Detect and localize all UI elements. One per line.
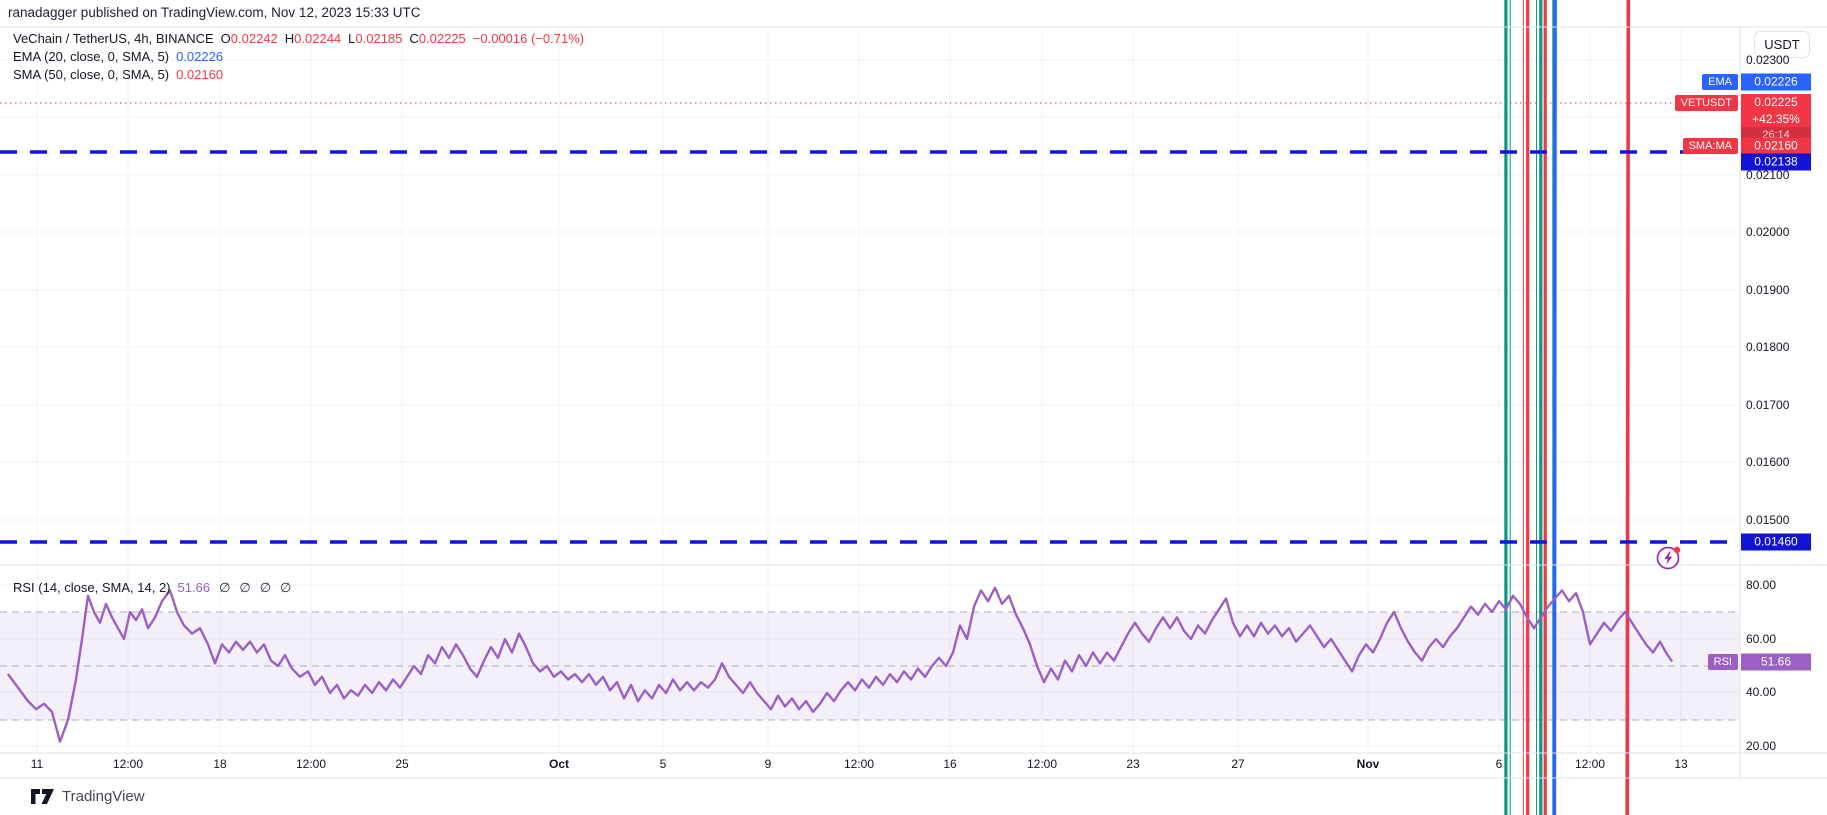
time-axis-tick: 23: [1126, 757, 1140, 771]
rsi-legend-row[interactable]: RSI (14, close, SMA, 14, 2) 51.66 ∅ ∅ ∅ ∅: [13, 580, 291, 596]
ohlc-value: 0.02185: [355, 31, 403, 46]
price-axis-tick: 0.02300: [1746, 53, 1790, 67]
rsi-empty-slot: ∅: [219, 580, 231, 595]
price-axis-tick: 0.01600: [1746, 455, 1790, 469]
rsi-empty-slot: ∅: [280, 580, 292, 595]
time-axis-tick: 6: [1495, 757, 1503, 771]
symbol-legend-row[interactable]: VeChain / TetherUS, 4h, BINANCE O0.02242 H…: [13, 31, 584, 46]
sma-name: SMA (50, close, 0, SMA, 5): [13, 67, 170, 82]
symbol-title: VeChain / TetherUS, 4h, BINANCE: [13, 31, 214, 46]
candle-bodies-down: [1526, 0, 1547, 815]
price-axis-tick: 0.01500: [1746, 513, 1790, 527]
time-axis-tick: 16: [943, 757, 957, 771]
rsi-value: 51.66: [177, 580, 211, 595]
time-axis-tick: 12:00: [1574, 757, 1606, 771]
price-axis-tick: 0.02000: [1746, 225, 1790, 239]
sma-axis-value[interactable]: 0.02160: [1741, 137, 1811, 155]
time-axis-tick: 12:00: [112, 757, 144, 771]
time-axis-tick: 18: [213, 757, 227, 771]
last-price-value: 0.02225: [1741, 94, 1811, 111]
rsi-axis-value[interactable]: 51.66: [1741, 653, 1811, 671]
idea-lightning-icon[interactable]: [1655, 544, 1683, 572]
sma-axis-tag[interactable]: SMA:MA: [1682, 138, 1738, 154]
lower-level-axis-value[interactable]: 0.01460: [1741, 533, 1811, 551]
price-axis-tick: 0.01800: [1746, 340, 1790, 354]
tradingview-logo-text: TradingView: [62, 788, 145, 805]
currency-toggle-button[interactable]: USDT: [1754, 31, 1810, 58]
last-price-axis-block[interactable]: 0.02225 +42.35% 26:14: [1741, 94, 1811, 143]
time-axis-tick: 5: [659, 757, 667, 771]
time-axis-tick: Nov: [1356, 757, 1380, 771]
price-axis-tick: 0.02100: [1746, 168, 1790, 182]
price-axis-tick: 0.01700: [1746, 398, 1790, 412]
ohlc-value: 0.02225: [418, 31, 466, 46]
ema-axis-tag[interactable]: EMA: [1702, 74, 1738, 90]
time-axis-tick: 11: [30, 757, 44, 771]
session-change-pct: +42.35%: [1741, 111, 1811, 127]
time-axis-tick: Oct: [548, 757, 570, 771]
ema-name: EMA (20, close, 0, SMA, 5): [13, 49, 170, 64]
sma-legend-row[interactable]: SMA (50, close, 0, SMA, 5) 0.02160: [13, 67, 223, 82]
symbol-axis-tag[interactable]: VETUSDT: [1674, 95, 1738, 111]
ohlc-key: O: [220, 31, 231, 46]
ema-axis-value[interactable]: 0.02226: [1741, 73, 1811, 91]
time-axis-tick: 27: [1231, 757, 1245, 771]
rsi-line: [7, 586, 1673, 743]
rsi-empty-slot: ∅: [259, 580, 272, 595]
upper-level-axis-value[interactable]: 0.02138: [1741, 153, 1811, 171]
price-change: −0.00016 (−0.71%): [472, 31, 585, 46]
ohlc-values: O0.02242 H0.02244 L0.02185 C0.02225: [214, 31, 466, 46]
time-axis-tick: 12:00: [295, 757, 327, 771]
tradingview-logo[interactable]: TradingView: [30, 787, 145, 806]
sma-value: 0.02160: [176, 67, 224, 82]
attribution-text: ranadagger published on TradingView.com,…: [8, 5, 421, 20]
rsi-empty-slots: ∅ ∅ ∅ ∅: [210, 580, 291, 595]
rsi-empty-slot: ∅: [239, 580, 251, 595]
price-axis-tick: 0.01900: [1746, 283, 1790, 297]
tradingview-mark-icon: [31, 789, 54, 804]
ohlc-value: 0.02242: [230, 31, 278, 46]
rsi-axis-tick: 20.00: [1746, 739, 1777, 753]
time-axis-tick: 25: [395, 757, 409, 771]
ema-legend-row[interactable]: EMA (20, close, 0, SMA, 5) 0.02226: [13, 49, 223, 64]
ema-value: 0.02226: [176, 49, 224, 64]
ohlc-key: L: [348, 31, 356, 46]
rsi-axis-tick: 60.00: [1746, 632, 1777, 646]
ohlc-key: H: [284, 31, 295, 46]
time-axis-tick: 12:00: [843, 757, 875, 771]
rsi-name: RSI (14, close, SMA, 14, 2): [13, 580, 171, 595]
time-axis-tick: 12:00: [1026, 757, 1058, 771]
ohlc-value: 0.02244: [294, 31, 342, 46]
time-axis-tick: 9: [764, 757, 772, 771]
ohlc-key: C: [409, 31, 419, 46]
rsi-axis-tick: 80.00: [1746, 578, 1777, 592]
rsi-axis-tick: 40.00: [1746, 685, 1777, 699]
time-axis-tick: 13: [1674, 757, 1688, 771]
rsi-axis-tag[interactable]: RSI: [1707, 654, 1738, 670]
